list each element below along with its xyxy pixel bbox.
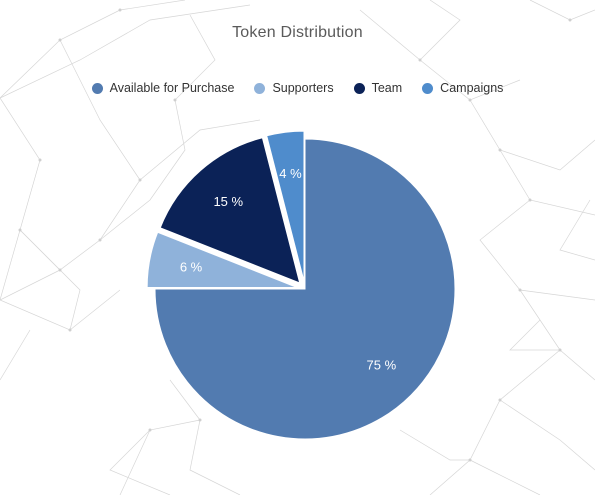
pie-data-label: 15 %	[213, 194, 243, 209]
legend-item-campaigns[interactable]: Campaigns	[422, 81, 503, 95]
legend-swatch	[91, 82, 103, 94]
pie-data-label: 6 %	[180, 259, 203, 274]
legend-item-supporters[interactable]: Supporters	[254, 81, 334, 95]
pie-slice-available-for-purchase[interactable]	[154, 138, 456, 440]
legend-label: Campaigns	[440, 81, 504, 95]
pie-data-label: 75 %	[367, 357, 397, 372]
pie-slice-team[interactable]	[159, 137, 301, 284]
pie-data-label: 4 %	[279, 166, 302, 181]
chart-legend: Available for Purchase Supporters Team C…	[0, 81, 595, 95]
pie-slice-supporters[interactable]	[146, 231, 298, 289]
chart-title: Token Distribution	[232, 24, 363, 41]
legend-item-available-for-purchase[interactable]: Available for Purchase	[91, 81, 235, 95]
legend-label: Available for Purchase	[109, 81, 235, 95]
legend-item-team[interactable]: Team	[353, 81, 403, 95]
legend-swatch	[353, 82, 365, 94]
pie-slice-campaigns[interactable]	[266, 130, 305, 282]
legend-label: Team	[371, 81, 403, 95]
legend-swatch	[422, 82, 434, 94]
legend-swatch	[254, 82, 266, 94]
legend-label: Supporters	[272, 81, 334, 95]
